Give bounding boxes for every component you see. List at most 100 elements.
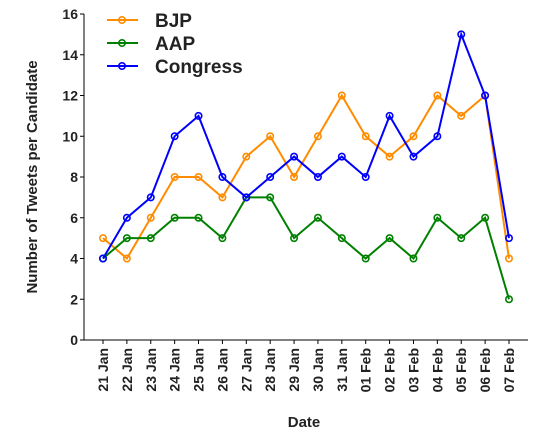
data-point-aap (218, 234, 227, 243)
x-axis-label: Date (288, 414, 321, 431)
legend-marker-aap (118, 38, 127, 47)
data-point-congress (337, 152, 346, 161)
data-point-congress (99, 254, 108, 263)
data-point-bjp (457, 111, 466, 120)
series-congress (99, 30, 513, 263)
legend-label-congress: Congress (155, 57, 243, 78)
data-point-bjp (99, 234, 108, 243)
series-line-bjp (102, 93, 510, 261)
data-point-aap (457, 234, 466, 243)
data-point-congress (170, 132, 179, 141)
data-point-congress (218, 173, 227, 182)
data-point-aap (504, 295, 513, 304)
data-point-congress (122, 213, 131, 222)
data-point-bjp (266, 132, 275, 141)
legend-marker-congress (118, 61, 127, 70)
data-point-congress (146, 193, 155, 202)
data-point-bjp (122, 254, 131, 263)
y-tick-label: 14 (62, 47, 78, 63)
x-tick-label: 07 Feb (501, 348, 517, 392)
data-point-congress (194, 111, 203, 120)
legend-label-bjp: BJP (155, 11, 192, 32)
data-point-bjp (242, 152, 251, 161)
data-point-bjp (170, 173, 179, 182)
data-point-congress (313, 173, 322, 182)
data-point-bjp (361, 132, 370, 141)
data-point-congress (290, 152, 299, 161)
data-point-aap (409, 254, 418, 263)
data-point-aap (313, 213, 322, 222)
x-tick-label: 05 Feb (453, 348, 469, 392)
x-tick-label: 26 Jan (214, 348, 230, 392)
data-point-aap (194, 213, 203, 222)
series-line-aap (102, 196, 510, 300)
y-tick-label: 0 (70, 332, 78, 348)
data-point-bjp (313, 132, 322, 141)
data-point-congress (504, 234, 513, 243)
y-tick-label: 2 (70, 291, 78, 307)
x-tick-label: 22 Jan (119, 348, 135, 392)
y-tick-label: 10 (62, 128, 78, 144)
data-point-aap (122, 234, 131, 243)
legend-item-bjp: BJP (107, 11, 192, 32)
y-axis-ticks: 0 2 4 6 8 10 12 14 16 (62, 6, 84, 348)
y-tick-label: 4 (70, 251, 78, 267)
data-point-aap (337, 234, 346, 243)
x-axis-ticks: 21 Jan 22 Jan 23 Jan 24 Jan 25 Jan 26 Jan 27 J… (95, 340, 517, 392)
x-tick-label: 01 Feb (358, 348, 374, 392)
x-tick-label: 29 Jan (286, 348, 302, 392)
legend-item-congress: Congress (107, 57, 243, 78)
x-tick-label: 23 Jan (143, 348, 159, 392)
x-tick-label: 27 Jan (238, 348, 254, 392)
data-point-aap (481, 213, 490, 222)
data-point-congress (481, 91, 490, 100)
data-point-congress (409, 152, 418, 161)
data-point-congress (385, 111, 394, 120)
y-tick-label: 16 (62, 6, 78, 22)
y-axis-label: Number of Tweets per Candidate (24, 60, 41, 293)
data-point-bjp (290, 173, 299, 182)
data-point-bjp (385, 152, 394, 161)
series-line-congress (102, 31, 510, 260)
data-point-bjp (433, 91, 442, 100)
data-point-bjp (218, 193, 227, 202)
legend-label-aap: AAP (155, 34, 195, 55)
data-point-aap (433, 213, 442, 222)
data-point-congress (457, 30, 466, 39)
data-point-bjp (504, 254, 513, 263)
x-tick-label: 06 Feb (477, 348, 493, 392)
series-aap (99, 193, 513, 304)
y-tick-label: 8 (70, 169, 78, 185)
x-tick-label: 02 Feb (382, 348, 398, 392)
x-tick-label: 30 Jan (310, 348, 326, 392)
x-tick-label: 04 Feb (429, 348, 445, 392)
data-point-congress (242, 193, 251, 202)
axes (83, 14, 528, 341)
data-point-aap (290, 234, 299, 243)
data-point-bjp (409, 132, 418, 141)
legend-marker-bjp (118, 15, 127, 24)
x-tick-label: 28 Jan (262, 348, 278, 392)
data-point-aap (146, 234, 155, 243)
legend-item-aap: AAP (107, 34, 195, 55)
data-point-aap (170, 213, 179, 222)
series-bjp (99, 91, 513, 263)
data-point-bjp (194, 173, 203, 182)
data-point-congress (361, 173, 370, 182)
y-tick-label: 6 (70, 210, 78, 226)
data-point-aap (266, 193, 275, 202)
x-tick-label: 03 Feb (405, 348, 421, 392)
x-tick-label: 25 Jan (191, 348, 207, 392)
data-point-congress (433, 132, 442, 141)
data-point-bjp (337, 91, 346, 100)
x-tick-label: 31 Jan (334, 348, 350, 392)
y-tick-label: 12 (62, 88, 78, 104)
x-tick-label: 24 Jan (167, 348, 183, 392)
series (99, 30, 513, 304)
data-point-aap (385, 234, 394, 243)
data-point-aap (361, 254, 370, 263)
data-point-bjp (146, 213, 155, 222)
